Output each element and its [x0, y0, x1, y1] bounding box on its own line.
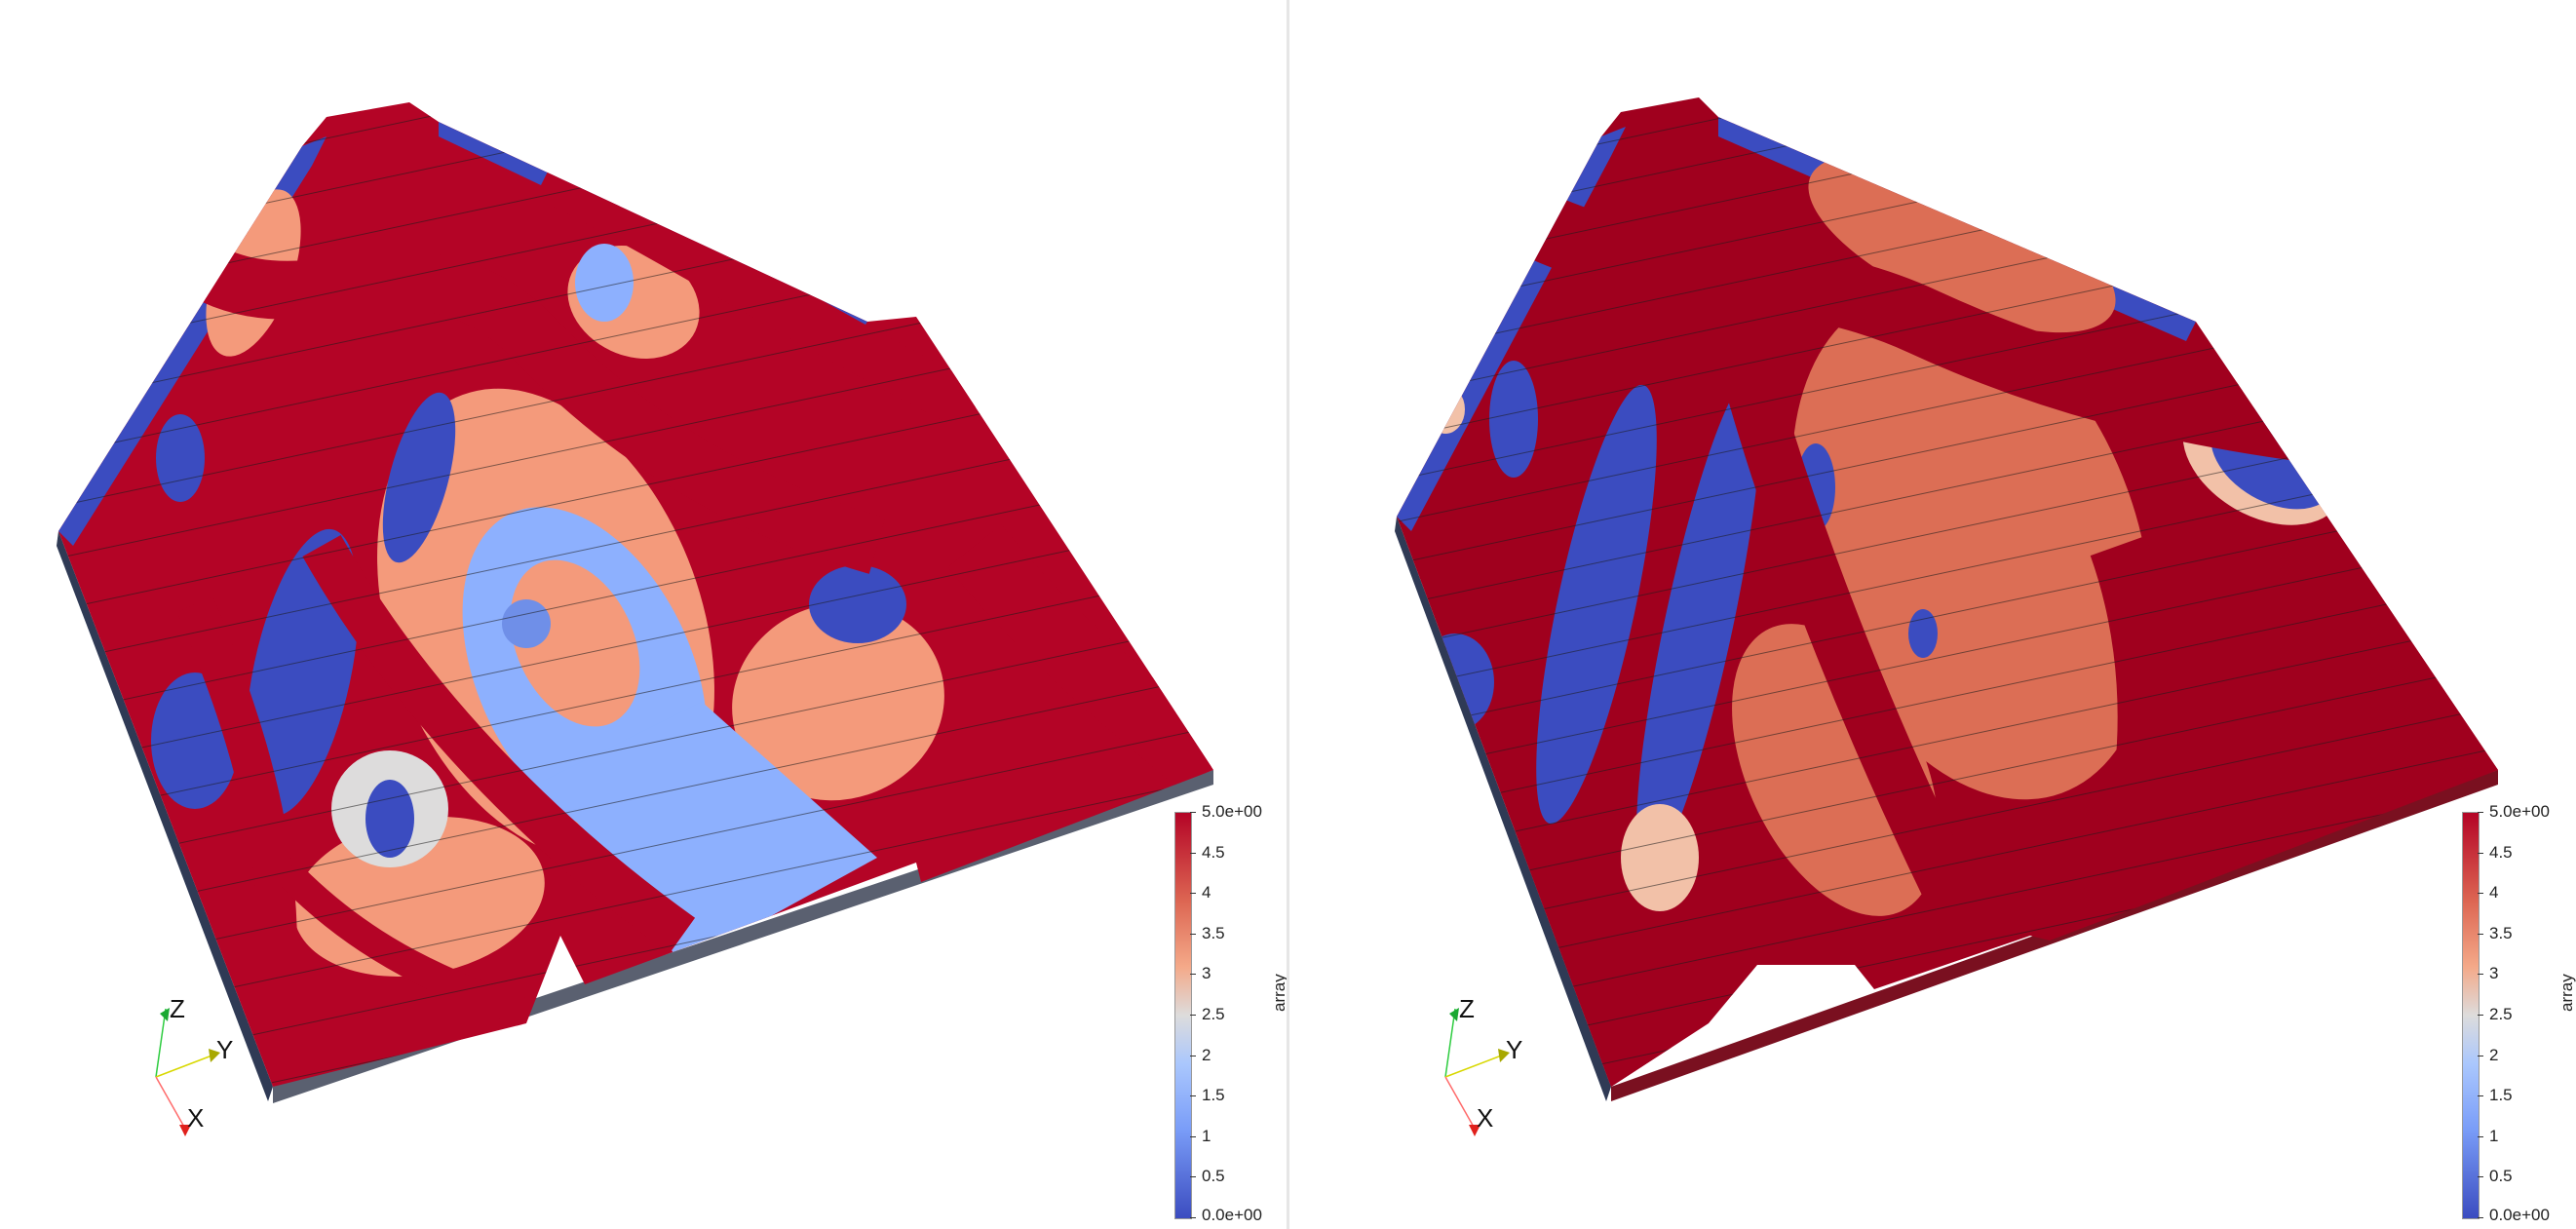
orientation-axes-right: Z Y X — [1426, 994, 1533, 1150]
colorbar-tick-label: 3.5 — [2489, 923, 2513, 942]
x-axis-cone-icon — [179, 1125, 191, 1136]
x-axis-label: X — [187, 1103, 205, 1133]
colorbar-tick-label: 3 — [1202, 964, 1211, 983]
colorbar-gradient — [1174, 812, 1192, 1219]
colorbar-tick-label: 1.5 — [2489, 1086, 2513, 1105]
z-axis-cone-icon — [160, 1008, 170, 1021]
volume-render-right[interactable] — [1289, 0, 2576, 1229]
colorbar-tick-label: 1 — [2489, 1126, 2499, 1145]
colorbar-tick-label: 2 — [2489, 1045, 2499, 1064]
z-axis-cone-icon — [1449, 1008, 1459, 1021]
colorbar-max-label: 5.0e+00 — [2489, 802, 2550, 821]
z-axis-label: Z — [1459, 994, 1475, 1023]
y-axis-cone-icon — [1498, 1049, 1510, 1062]
colorbar-tick-label: 2.5 — [2489, 1005, 2513, 1023]
orientation-axes-left: Z Y X — [136, 994, 244, 1150]
colorbar-tick-label: 0.5 — [1202, 1167, 1225, 1186]
colorbar-tick-label: 2.5 — [1202, 1005, 1225, 1023]
colorbar-tick-label: 4 — [1202, 883, 1211, 903]
colorbar-tick-label: 4.5 — [1202, 842, 1225, 862]
colorbar-tick-label: 3 — [2489, 964, 2499, 983]
render-view-left[interactable]: Z Y X 5.0e+00 4.5 4 3.5 3 2.5 2 1.5 1 0.… — [0, 0, 1287, 1229]
colorbar-gradient — [2462, 812, 2480, 1219]
slab-side-right — [1395, 517, 1611, 1101]
colorbar-title: array — [2557, 974, 2576, 1012]
colorbar-tick-label: 3.5 — [1202, 923, 1225, 942]
viewport-divider[interactable] — [1287, 0, 1289, 1229]
y-axis-cone-icon — [209, 1049, 220, 1062]
colorbar-right[interactable]: 5.0e+00 4.5 4 3.5 3 2.5 2 1.5 1 0.5 0.0e… — [2462, 802, 2576, 1224]
colorbar-tick-label: 1.5 — [1202, 1086, 1225, 1105]
z-axis-label: Z — [170, 994, 185, 1023]
colorbar-tick-label: 1 — [1202, 1126, 1211, 1145]
y-axis-label: Y — [1506, 1035, 1523, 1064]
slab-side-left — [57, 531, 273, 1101]
x-axis-label: X — [1477, 1103, 1494, 1133]
colorbar-max-label: 5.0e+00 — [1202, 802, 1262, 821]
colorbar-min-label: 0.0e+00 — [2489, 1206, 2550, 1224]
render-view-right[interactable]: Z Y X 5.0e+00 4.5 4 3.5 3 2.5 2 1.5 1 0.… — [1289, 0, 2576, 1229]
colorbar-title: array — [1270, 974, 1287, 1012]
colorbar-left[interactable]: 5.0e+00 4.5 4 3.5 3 2.5 2 1.5 1 0.5 0.0e… — [1174, 802, 1287, 1224]
colorbar-tick-label: 4.5 — [2489, 842, 2513, 862]
colorbar-tick-label: 2 — [1202, 1045, 1211, 1064]
colorbar-tick-label: 0.5 — [2489, 1167, 2513, 1186]
volume-render-left[interactable] — [0, 0, 1287, 1229]
colorbar-tick-label: 4 — [2489, 883, 2499, 903]
x-axis-cone-icon — [1469, 1125, 1480, 1136]
y-axis-label: Y — [216, 1035, 234, 1064]
colorbar-min-label: 0.0e+00 — [1202, 1206, 1262, 1224]
